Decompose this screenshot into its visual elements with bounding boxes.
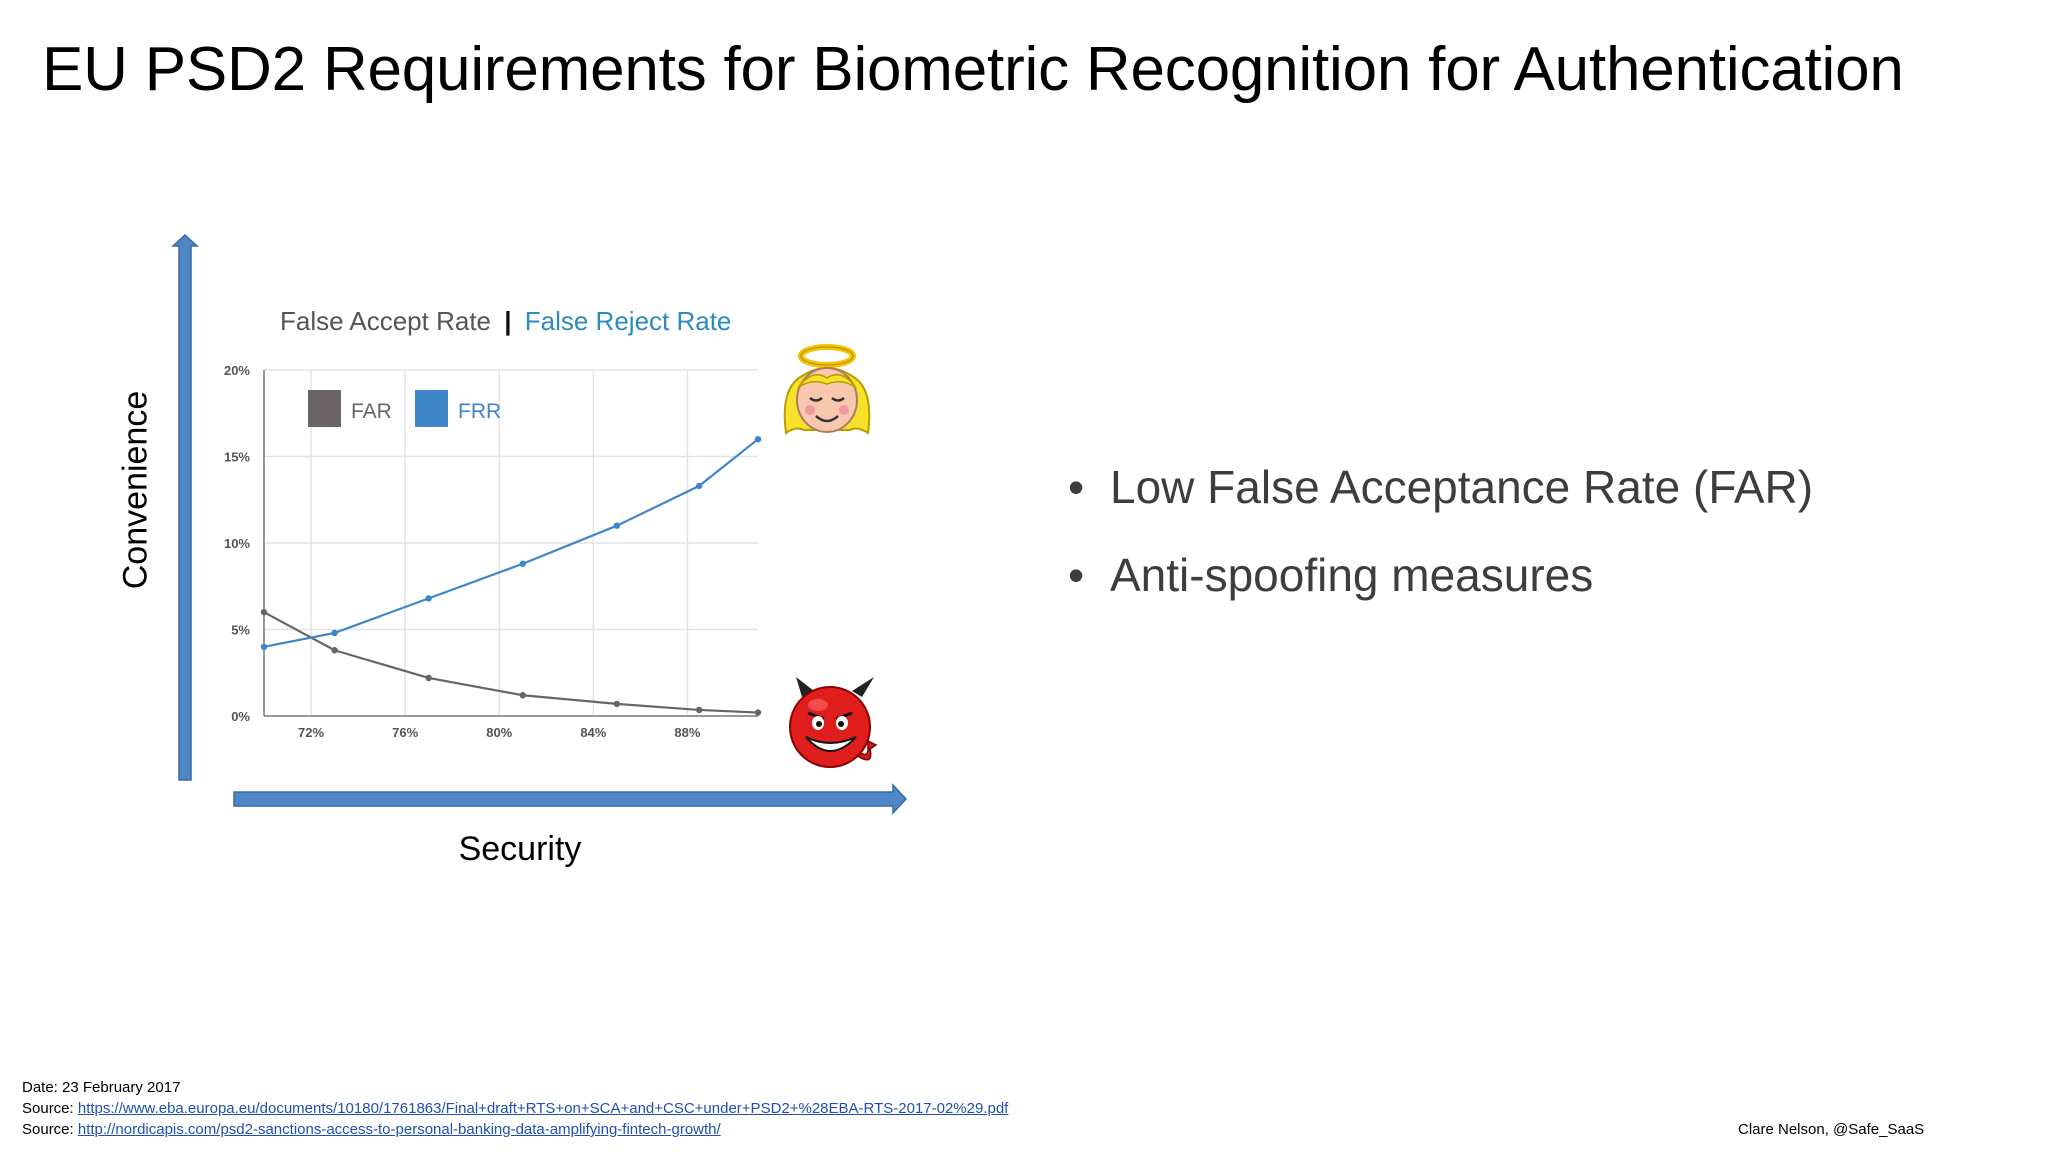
footer-source-1: Source: https://www.eba.europa.eu/docume… xyxy=(22,1098,1008,1119)
frr-legend-swatch xyxy=(415,390,448,427)
footer-date: Date: 23 February 2017 xyxy=(22,1079,181,1096)
bullet-anti-spoofing: Anti-spoofing measures xyxy=(1068,548,1813,602)
source-prefix: Source: xyxy=(22,1100,74,1117)
y-tick-label: 5% xyxy=(231,623,250,638)
frr-point xyxy=(754,436,762,443)
frr-legend-label: FRR xyxy=(458,400,501,423)
y-tick-label: 10% xyxy=(224,536,250,551)
far-point xyxy=(519,692,526,699)
bullet-low-far: Low False Acceptance Rate (FAR) xyxy=(1068,460,1813,514)
far-point xyxy=(331,647,338,654)
x-tick-label: 80% xyxy=(486,725,512,740)
chart-ticks: 0% 5% 10% 15% 20% 72% 76% 80% 84% 88% xyxy=(224,363,701,740)
frr-point xyxy=(519,560,526,567)
security-axis-label: Security xyxy=(458,830,582,868)
chart-title-far: False Accept Rate xyxy=(280,306,491,336)
far-legend-swatch xyxy=(308,390,341,427)
chart-title: False Accept Rate | False Reject Rate xyxy=(280,306,731,336)
y-tick-label: 0% xyxy=(231,709,250,724)
far-point xyxy=(260,609,268,616)
frr-point xyxy=(425,595,432,602)
chart-series xyxy=(260,436,762,716)
frr-point xyxy=(260,643,268,650)
chart-title-separator: | xyxy=(504,306,511,336)
frr-point xyxy=(613,522,621,529)
far-point xyxy=(754,709,762,716)
chart-title-frr: False Reject Rate xyxy=(525,306,732,336)
chart-legend: FAR FRR xyxy=(308,390,501,427)
footer-source-2: Source: http://nordicapis.com/psd2-sanct… xyxy=(22,1119,1008,1140)
far-legend-label: FAR xyxy=(351,400,392,423)
chart-grid xyxy=(263,369,758,717)
x-tick-label: 72% xyxy=(298,725,324,740)
frr-point xyxy=(695,482,703,490)
author-credit: Clare Nelson, @Safe_SaaS xyxy=(1738,1121,1925,1138)
source-prefix: Source: xyxy=(22,1121,74,1138)
devil-face-icon xyxy=(789,677,878,768)
frr-point xyxy=(331,629,338,637)
far-point xyxy=(425,674,432,682)
x-tick-label: 76% xyxy=(392,725,418,740)
angel-face-icon xyxy=(783,344,871,435)
bullet-list: Low False Acceptance Rate (FAR) Anti-spo… xyxy=(1068,460,1813,636)
y-tick-label: 20% xyxy=(224,363,250,378)
x-tick-label: 88% xyxy=(674,725,700,740)
y-tick-label: 15% xyxy=(224,450,250,465)
x-tick-label: 84% xyxy=(580,725,606,740)
far-point xyxy=(613,700,621,708)
far-point xyxy=(695,706,703,714)
source-link-eba[interactable]: https://www.eba.europa.eu/documents/1018… xyxy=(77,1100,1009,1117)
source-link-nordicapis[interactable]: http://nordicapis.com/psd2-sanctions-acc… xyxy=(77,1121,721,1138)
far-line xyxy=(263,611,759,714)
slide-title: EU PSD2 Requirements for Biometric Recog… xyxy=(42,35,1904,104)
footer-sources: Date: 23 February 2017 Source: https://w… xyxy=(22,1077,1008,1140)
